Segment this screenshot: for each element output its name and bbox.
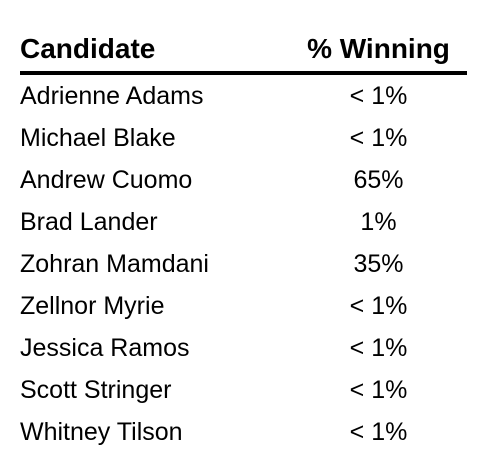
- candidate-name: Zohran Mamdani: [20, 249, 209, 278]
- table-row: Zellnor Myrie < 1%: [20, 285, 467, 327]
- winning-percent: < 1%: [349, 123, 408, 152]
- winning-percent: < 1%: [349, 81, 408, 110]
- table-row: Zohran Mamdani 35%: [20, 243, 467, 285]
- table-row: Whitney Tilson < 1%: [20, 411, 467, 453]
- column-header-candidate: Candidate: [20, 20, 290, 75]
- header-row: Candidate % Winning: [20, 20, 467, 75]
- winning-percent: 65%: [353, 165, 404, 194]
- candidate-odds-table: Candidate % Winning Adrienne Adams < 1% …: [20, 20, 467, 453]
- winning-percent: < 1%: [349, 291, 408, 320]
- winning-percent: < 1%: [349, 333, 408, 362]
- winning-percent: 1%: [360, 207, 397, 236]
- candidate-name: Andrew Cuomo: [20, 165, 193, 194]
- table-row: Brad Lander 1%: [20, 201, 467, 243]
- winning-percent: 35%: [353, 249, 404, 278]
- table-row: Scott Stringer < 1%: [20, 369, 467, 411]
- candidate-name: Michael Blake: [20, 123, 176, 152]
- candidate-name: Whitney Tilson: [20, 417, 183, 446]
- candidate-name: Zellnor Myrie: [20, 291, 165, 320]
- table-row: Adrienne Adams < 1%: [20, 73, 467, 117]
- winning-percent: < 1%: [349, 375, 408, 404]
- candidate-name: Adrienne Adams: [20, 81, 204, 110]
- table-row: Jessica Ramos < 1%: [20, 327, 467, 369]
- winning-percent: < 1%: [349, 417, 408, 446]
- column-header-winning: % Winning: [290, 20, 467, 75]
- candidate-name: Jessica Ramos: [20, 333, 190, 362]
- table-row: Michael Blake < 1%: [20, 117, 467, 159]
- candidate-name: Scott Stringer: [20, 375, 172, 404]
- candidate-name: Brad Lander: [20, 207, 158, 236]
- table-row: Andrew Cuomo 65%: [20, 159, 467, 201]
